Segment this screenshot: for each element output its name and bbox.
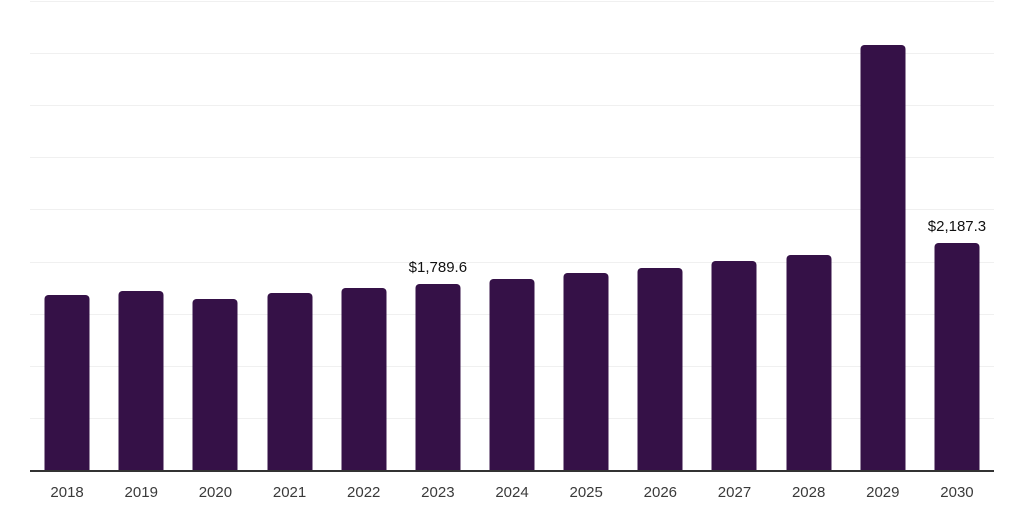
bar-column-2025 bbox=[549, 2, 623, 471]
x-tick-2021: 2021 bbox=[272, 484, 307, 501]
x-tick-2019: 2019 bbox=[124, 484, 158, 501]
bar-2019 bbox=[118, 291, 164, 471]
gridline-3500 bbox=[30, 105, 994, 107]
bar-2029 bbox=[860, 44, 906, 471]
bar-column-2027 bbox=[697, 2, 771, 471]
bar-2027 bbox=[711, 261, 757, 471]
x-tick-2023: 2023 bbox=[421, 484, 455, 501]
gridline-4000 bbox=[30, 53, 994, 55]
bar-column-2023: $1,789.6 bbox=[401, 2, 475, 471]
bar-column-2020 bbox=[178, 2, 252, 471]
bar-column-2024 bbox=[475, 2, 549, 471]
bar-column-2030: $2,187.3 bbox=[920, 2, 994, 471]
bar-column-2022 bbox=[327, 2, 401, 471]
bar-2025 bbox=[563, 272, 609, 471]
bar-2018 bbox=[44, 294, 90, 471]
x-axis-tick-labels: 2018 2019 2020 2021 2022 2023 2024 2025 2026 2027… bbox=[30, 483, 994, 502]
x-axis-line bbox=[30, 470, 994, 472]
bar-2028 bbox=[786, 255, 832, 471]
x-tick-2020: 2020 bbox=[198, 484, 233, 501]
bar-2022 bbox=[341, 288, 387, 471]
x-tick-2029: 2029 bbox=[866, 484, 900, 501]
x-tick-2018: 2018 bbox=[50, 484, 84, 501]
value-label-2030: $2,187.3 bbox=[927, 218, 987, 236]
value-label-2023: $1,789.6 bbox=[408, 259, 468, 277]
bar-column-2019 bbox=[104, 2, 178, 471]
bars-container: $1,789.6 $2,187.3 bbox=[30, 2, 994, 471]
gridline-2500 bbox=[30, 209, 994, 211]
gridline-2000 bbox=[30, 261, 994, 263]
x-tick-2025: 2025 bbox=[569, 484, 603, 501]
bar-2023 bbox=[415, 284, 461, 471]
bar-2021 bbox=[267, 292, 313, 471]
x-tick-2022: 2022 bbox=[347, 484, 381, 501]
gridline-4500 bbox=[30, 1, 994, 2]
x-tick-2028: 2028 bbox=[791, 484, 826, 501]
bar-column-2021 bbox=[252, 2, 326, 471]
plot-area: $1,789.6 $2,187.3 bbox=[30, 1, 994, 472]
bar-column-2018 bbox=[30, 2, 104, 471]
x-tick-2027: 2027 bbox=[717, 484, 752, 501]
bar-column-2026 bbox=[623, 2, 697, 471]
bar-2020 bbox=[192, 299, 238, 471]
bar-column-2028 bbox=[772, 2, 846, 471]
x-tick-2030: 2030 bbox=[940, 484, 974, 501]
bar-2024 bbox=[489, 279, 535, 471]
gridline-3000 bbox=[30, 157, 994, 159]
bar-2026 bbox=[637, 267, 683, 471]
bar-column-2029 bbox=[846, 2, 920, 471]
bar-2030 bbox=[934, 243, 980, 471]
x-tick-2024: 2024 bbox=[495, 484, 529, 501]
x-tick-2026: 2026 bbox=[643, 484, 678, 501]
